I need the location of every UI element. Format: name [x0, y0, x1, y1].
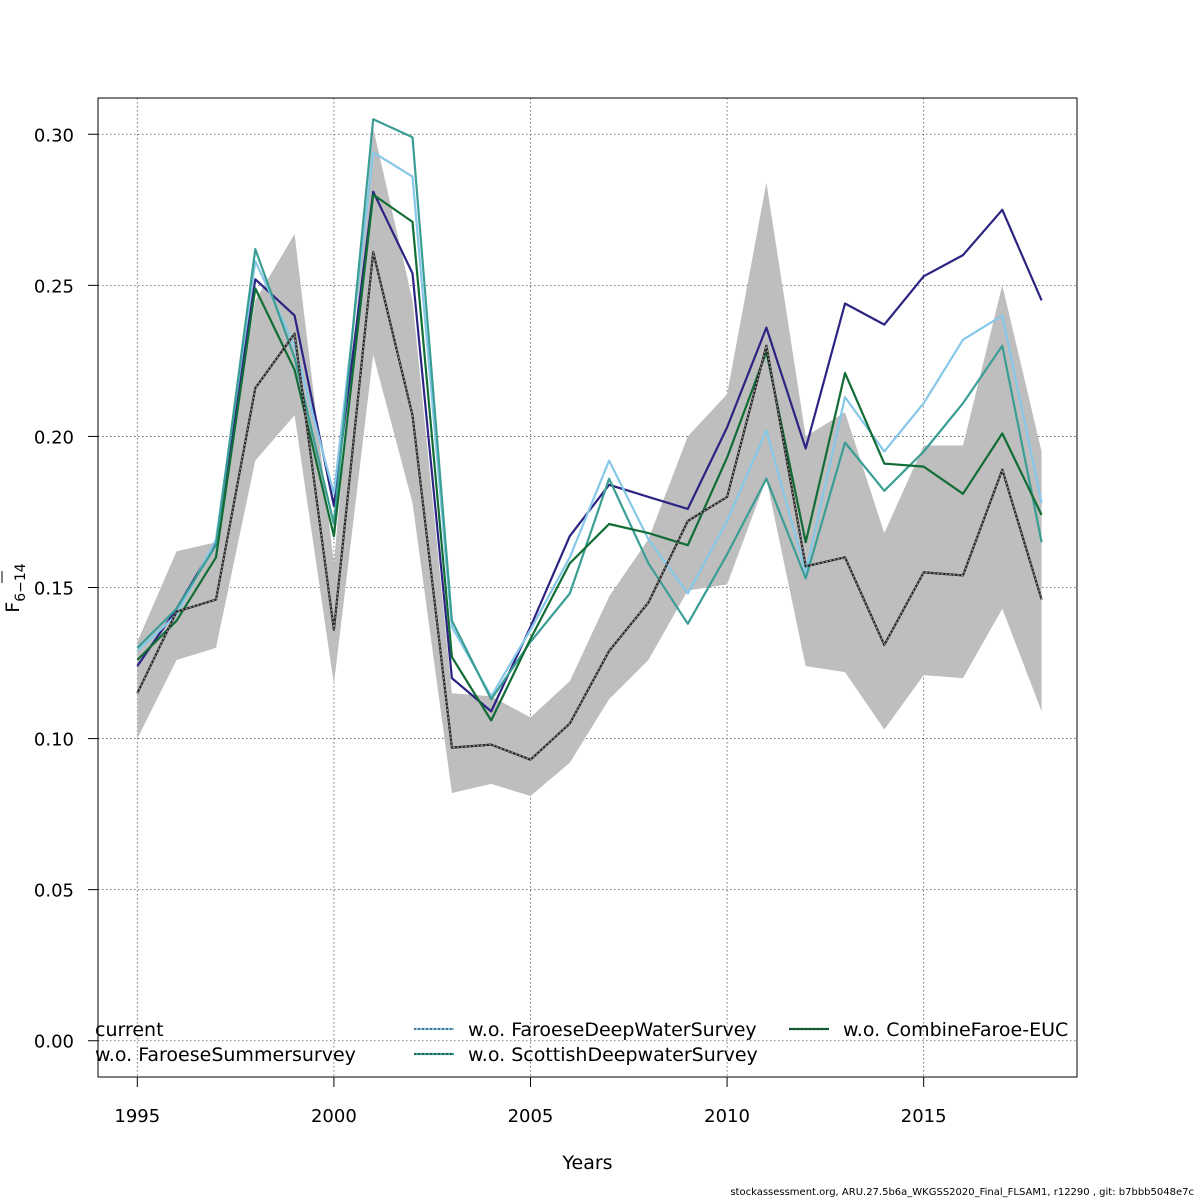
legend-label-4: w.o. CombineFaroe-EUC — [843, 1019, 1068, 1041]
x-tick-label-0: 1995 — [114, 1106, 160, 1127]
x-tick-label-4: 2015 — [901, 1106, 947, 1127]
series-line-2-solid — [136, 151, 1043, 698]
y-tick-label-3: 0.15 — [34, 579, 74, 600]
series-line-4 — [136, 193, 1043, 722]
series-lines — [136, 118, 1043, 761]
legend-item-3: w.o. ScottishDeepwaterSurvey — [414, 1044, 758, 1066]
y-axis: 0.00 0.05 0.10 0.15 0.20 0.25 0.30 — [34, 125, 99, 1053]
series-line-3-solid — [136, 118, 1043, 701]
y-axis-title-subscript: 6−14 — [13, 563, 29, 602]
legend-label-3: w.o. ScottishDeepwaterSurvey — [468, 1044, 758, 1066]
y-axis-title-main: F — [2, 602, 24, 613]
confidence-band-area — [137, 128, 1042, 796]
series-line-0-dots — [136, 251, 1043, 761]
y-tick-label-6: 0.30 — [34, 125, 74, 146]
svg-text:F6−14: F6−14 — [2, 563, 29, 612]
y-axis-title: F6−14 — [1, 563, 29, 613]
legend-item-1: w.o. FaroeseSummersurvey — [95, 1044, 356, 1066]
series-line-4-solid — [136, 193, 1043, 722]
x-axis-title: Years — [561, 1152, 612, 1174]
legend-label-1: w.o. FaroeseSummersurvey — [95, 1044, 356, 1066]
y-tick-label-0: 0.00 — [34, 1032, 74, 1053]
x-tick-label-3: 2010 — [704, 1106, 750, 1127]
y-tick-label-1: 0.05 — [34, 881, 74, 902]
legend-label-0: current — [95, 1019, 164, 1041]
legend-item-2: w.o. FaroeseDeepWaterSurvey — [414, 1019, 757, 1041]
series-line-0 — [136, 251, 1043, 761]
footer-note: stockassessment.org, ARU.27.5b6a_WKGSS20… — [730, 1187, 1194, 1198]
x-tick-label-1: 2000 — [311, 1106, 357, 1127]
legend: current w.o. FaroeseSummersurvey w.o. Faro… — [95, 1019, 1068, 1066]
x-axis: 1995 2000 2005 2010 2015 — [114, 1076, 947, 1127]
y-tick-label-5: 0.25 — [34, 276, 74, 297]
y-tick-label-4: 0.20 — [34, 427, 74, 448]
series-line-2 — [136, 151, 1043, 698]
series-line-3 — [136, 118, 1043, 701]
x-tick-label-2: 2005 — [508, 1106, 554, 1127]
legend-item-0: current — [95, 1019, 164, 1041]
legend-item-4: w.o. CombineFaroe-EUC — [789, 1019, 1068, 1041]
confidence-band — [137, 128, 1042, 796]
y-tick-label-2: 0.10 — [34, 730, 74, 751]
legend-label-2: w.o. FaroeseDeepWaterSurvey — [468, 1019, 757, 1041]
